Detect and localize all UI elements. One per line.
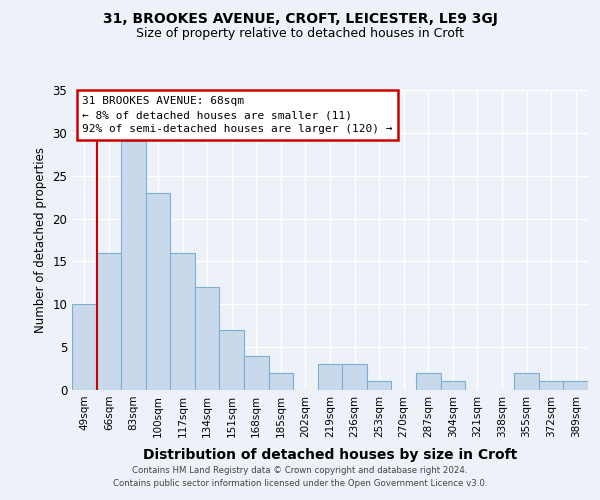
Bar — [121, 142, 146, 390]
Bar — [539, 382, 563, 390]
Text: Size of property relative to detached houses in Croft: Size of property relative to detached ho… — [136, 28, 464, 40]
Bar — [514, 373, 539, 390]
Bar — [97, 253, 121, 390]
Text: 31 BROOKES AVENUE: 68sqm
← 8% of detached houses are smaller (11)
92% of semi-de: 31 BROOKES AVENUE: 68sqm ← 8% of detache… — [82, 96, 393, 134]
Bar — [244, 356, 269, 390]
Bar — [416, 373, 440, 390]
Bar — [563, 382, 588, 390]
Bar — [318, 364, 342, 390]
Y-axis label: Number of detached properties: Number of detached properties — [34, 147, 47, 333]
Bar — [269, 373, 293, 390]
Bar — [170, 253, 195, 390]
Bar — [72, 304, 97, 390]
Bar — [342, 364, 367, 390]
Bar — [220, 330, 244, 390]
Bar — [195, 287, 220, 390]
Bar — [146, 193, 170, 390]
Bar — [440, 382, 465, 390]
Text: 31, BROOKES AVENUE, CROFT, LEICESTER, LE9 3GJ: 31, BROOKES AVENUE, CROFT, LEICESTER, LE… — [103, 12, 497, 26]
Text: Contains HM Land Registry data © Crown copyright and database right 2024.
Contai: Contains HM Land Registry data © Crown c… — [113, 466, 487, 487]
X-axis label: Distribution of detached houses by size in Croft: Distribution of detached houses by size … — [143, 448, 517, 462]
Bar — [367, 382, 391, 390]
